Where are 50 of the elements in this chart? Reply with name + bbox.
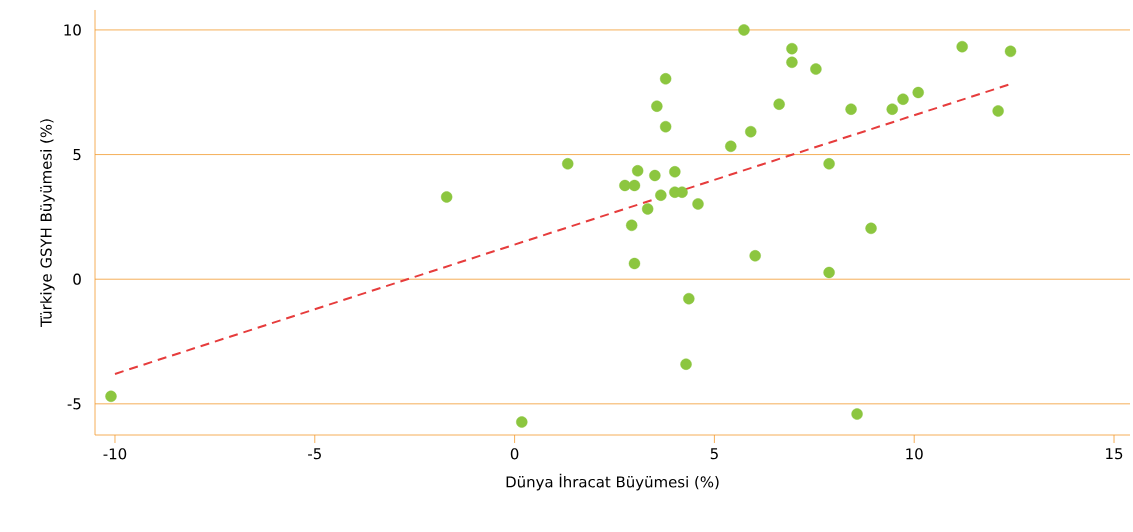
point bbox=[619, 179, 631, 192]
x-axis-title: Dünya İhracat Büyümesi (%) bbox=[506, 473, 719, 491]
x-tick-label: 5 bbox=[710, 448, 718, 460]
y-tick-label: 10 bbox=[64, 24, 81, 36]
point bbox=[659, 120, 672, 133]
point bbox=[628, 179, 641, 192]
point bbox=[105, 390, 117, 403]
point bbox=[516, 416, 528, 428]
y-axis-title: Türkiye GSYH Büyümesi (%) bbox=[40, 119, 55, 327]
point bbox=[641, 203, 654, 215]
point bbox=[680, 358, 692, 370]
point bbox=[625, 219, 638, 232]
point bbox=[749, 250, 761, 262]
point bbox=[738, 24, 750, 36]
point bbox=[562, 158, 574, 170]
x-tick-label: -5 bbox=[308, 448, 321, 460]
point bbox=[628, 257, 641, 270]
point bbox=[773, 98, 785, 110]
point bbox=[786, 56, 798, 69]
x-tick-label: 15 bbox=[1106, 448, 1123, 460]
y-tick-label: 0 bbox=[73, 273, 81, 285]
x-tick-label: 10 bbox=[906, 448, 923, 460]
point bbox=[725, 140, 737, 153]
point bbox=[886, 103, 898, 115]
point bbox=[440, 191, 453, 203]
point bbox=[786, 42, 798, 55]
point bbox=[655, 189, 667, 201]
point bbox=[823, 266, 835, 279]
point bbox=[992, 105, 1004, 117]
point bbox=[1004, 45, 1017, 58]
point bbox=[823, 158, 835, 170]
x-tick-label: -10 bbox=[103, 448, 127, 460]
point bbox=[659, 73, 672, 85]
point bbox=[845, 103, 857, 115]
point bbox=[692, 198, 704, 210]
x-tick-label: 0 bbox=[510, 448, 519, 460]
point bbox=[865, 222, 877, 235]
point bbox=[851, 408, 863, 420]
point bbox=[897, 93, 909, 105]
point bbox=[649, 169, 661, 182]
point bbox=[810, 63, 822, 75]
point bbox=[912, 86, 924, 99]
point bbox=[631, 165, 644, 177]
point bbox=[669, 166, 681, 178]
y-tick-label: 5 bbox=[73, 149, 81, 161]
point bbox=[683, 292, 695, 305]
point bbox=[956, 40, 968, 53]
point bbox=[745, 125, 757, 138]
y-tick-label: -5 bbox=[67, 398, 81, 410]
point bbox=[651, 100, 663, 112]
